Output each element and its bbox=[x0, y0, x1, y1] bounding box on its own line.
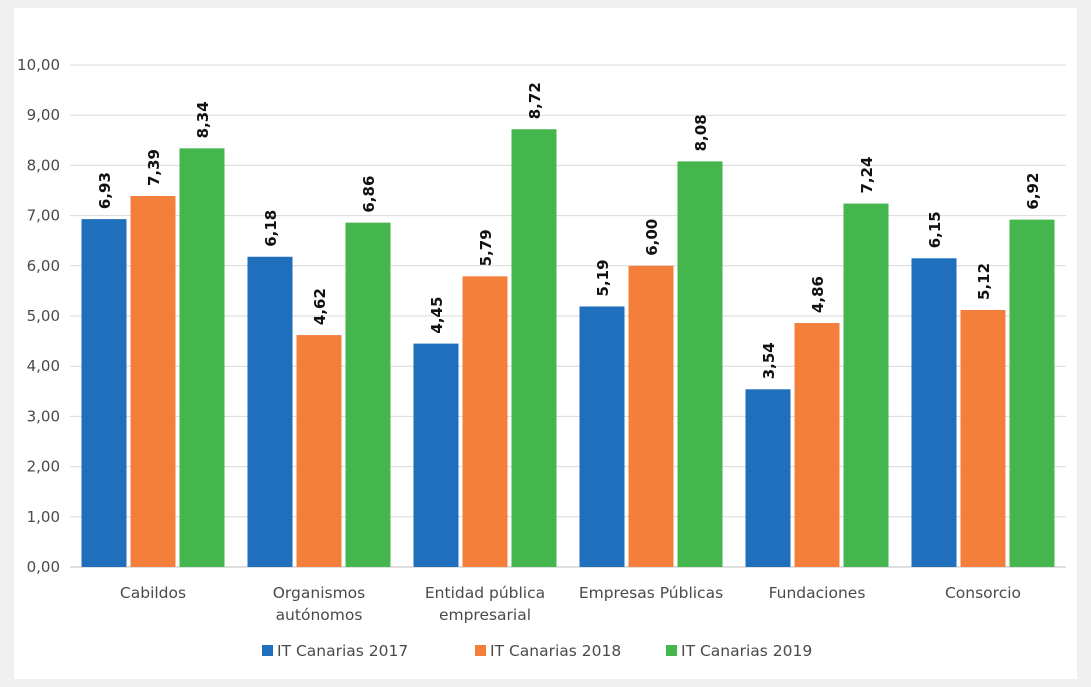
bar bbox=[179, 148, 225, 567]
chart-container: 0,00 1,00 2,00 3,00 4,00 5,00 6,00 7,00 8,00 9,00… bbox=[14, 8, 1077, 679]
x-category-label: Entidad pública bbox=[425, 584, 545, 602]
legend-swatch bbox=[475, 645, 486, 656]
bar bbox=[345, 222, 391, 568]
bar bbox=[677, 161, 723, 567]
x-category-label: empresarial bbox=[439, 606, 531, 624]
data-label: 5,19 bbox=[594, 259, 612, 296]
bar bbox=[1009, 219, 1055, 567]
legend-swatch bbox=[262, 645, 273, 656]
data-label: 8,34 bbox=[194, 101, 212, 138]
x-category-label: Organismos bbox=[273, 584, 366, 602]
data-label: 6,92 bbox=[1024, 173, 1042, 210]
data-label: 5,79 bbox=[477, 229, 495, 266]
bar bbox=[794, 323, 840, 567]
data-label: 6,15 bbox=[926, 211, 944, 248]
legend-label: IT Canarias 2017 bbox=[277, 642, 408, 660]
y-tick-label: 2,00 bbox=[27, 458, 60, 476]
bar bbox=[911, 258, 957, 567]
data-label: 3,54 bbox=[760, 342, 778, 379]
bar-chart: 0,00 1,00 2,00 3,00 4,00 5,00 6,00 7,00 8,00 9,00… bbox=[17, 56, 1066, 660]
bar bbox=[413, 343, 459, 567]
bar bbox=[628, 265, 674, 567]
legend-swatch bbox=[666, 645, 677, 656]
bar bbox=[511, 129, 557, 568]
data-label: 6,18 bbox=[262, 210, 280, 247]
x-category-label: Empresas Públicas bbox=[579, 584, 723, 602]
bar bbox=[296, 335, 342, 567]
data-label: 5,12 bbox=[975, 263, 993, 300]
bar bbox=[745, 389, 791, 567]
y-tick-label: 3,00 bbox=[27, 407, 60, 425]
bar bbox=[579, 306, 625, 567]
y-tick-label: 0,00 bbox=[27, 558, 60, 576]
bar bbox=[960, 309, 1006, 567]
y-tick-label: 5,00 bbox=[27, 307, 60, 325]
data-label: 7,39 bbox=[145, 149, 163, 186]
bar bbox=[130, 196, 176, 567]
data-label: 6,00 bbox=[643, 219, 661, 256]
data-label: 7,24 bbox=[858, 157, 876, 194]
data-label: 8,72 bbox=[526, 82, 544, 119]
data-label: 6,86 bbox=[360, 176, 378, 213]
x-category-label: Fundaciones bbox=[769, 584, 866, 602]
bar bbox=[843, 203, 889, 567]
data-label: 4,62 bbox=[311, 288, 329, 325]
data-label: 4,86 bbox=[809, 276, 827, 313]
x-category-label: autónomos bbox=[276, 606, 363, 624]
y-tick-label: 9,00 bbox=[27, 106, 60, 124]
bar bbox=[81, 219, 127, 567]
data-label: 6,93 bbox=[96, 172, 114, 209]
y-tick-label: 4,00 bbox=[27, 357, 60, 375]
y-tick-label: 7,00 bbox=[27, 207, 60, 225]
legend-label: IT Canarias 2019 bbox=[681, 642, 812, 660]
data-label: 8,08 bbox=[692, 114, 710, 151]
y-tick-label: 10,00 bbox=[17, 56, 60, 74]
x-category-label: Consorcio bbox=[945, 584, 1021, 602]
y-tick-label: 1,00 bbox=[27, 508, 60, 526]
bar bbox=[247, 256, 293, 567]
legend-label: IT Canarias 2018 bbox=[490, 642, 621, 660]
data-label: 4,45 bbox=[428, 297, 446, 334]
bar bbox=[462, 276, 508, 567]
x-category-label: Cabildos bbox=[120, 584, 186, 602]
y-tick-label: 8,00 bbox=[27, 156, 60, 174]
y-tick-label: 6,00 bbox=[27, 257, 60, 275]
